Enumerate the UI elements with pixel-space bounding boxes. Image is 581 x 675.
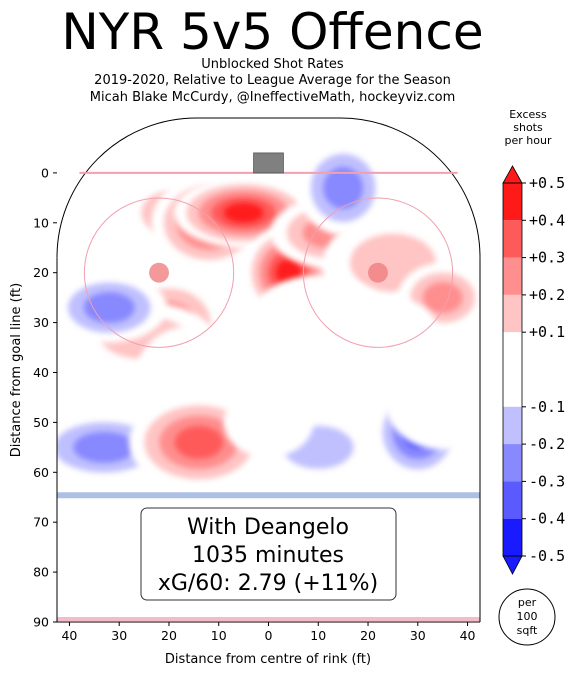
colorbar: -0.5 -0.4 -0.3 -0.2 -0.1 +0.1 +0.2 +0.3 +0.4 +0.5 <box>502 165 565 575</box>
colorbar-title-line: Excess <box>509 108 547 121</box>
x-axis-label: Distance from centre of rink (ft) <box>165 652 371 667</box>
chart-subtitle-line-2: 2019-2020, Relative to League Average fo… <box>94 73 451 88</box>
y-tick-label: 40 <box>33 365 49 380</box>
y-axis-label: Distance from goal line (ft) <box>9 283 24 457</box>
y-tick-label: 90 <box>33 615 49 630</box>
y-tick-label: 20 <box>33 265 49 280</box>
y-tick-label: 30 <box>33 315 49 330</box>
colorbar-tick-label: +0.4 <box>529 211 565 229</box>
heat-region <box>348 297 438 368</box>
x-tick-label: 40 <box>460 628 476 643</box>
unit-badge-line: 100 <box>517 610 538 623</box>
colorbar-tick-label: +0.2 <box>529 286 565 304</box>
x-tick-label: 10 <box>211 628 227 643</box>
heat-region-level <box>83 292 135 324</box>
colorbar-band <box>503 294 522 333</box>
rink-markings <box>56 117 481 622</box>
y-tick-label: 60 <box>33 465 49 480</box>
plot-axes: 40 30 20 10 0 10 20 30 40 0 10 20 30 40 50 60 70 80 90 <box>33 165 481 643</box>
colorbar-band <box>503 257 522 295</box>
colorbar-tick-label: -0.3 <box>529 472 565 490</box>
heat-region-level <box>136 325 252 420</box>
colorbar-band <box>503 220 522 258</box>
colorbar-band <box>503 183 522 221</box>
chart-subtitle-line-3: Micah Blake McCurdy, @IneffectiveMath, h… <box>89 90 456 105</box>
colorbar-frame <box>502 182 523 557</box>
colorbar-band <box>503 518 522 556</box>
colorbar-tick-label: -0.5 <box>529 547 565 565</box>
centre-line <box>57 617 480 622</box>
heatmap-regions <box>57 140 480 595</box>
heat-region-level <box>73 431 136 463</box>
y-tick-label: 10 <box>33 215 49 230</box>
heat-region <box>385 355 480 450</box>
colorbar-title-line: shots <box>513 121 543 134</box>
y-tick-label: 70 <box>33 515 49 530</box>
colorbar-tick-label: -0.1 <box>529 398 565 416</box>
blue-line <box>57 492 480 499</box>
heat-region-level <box>174 425 224 459</box>
colorbar-tick-label: +0.1 <box>529 323 565 341</box>
unit-badge-line: sqft <box>517 624 538 637</box>
chart-subtitle-line-1: Unblocked Shot Rates <box>201 57 344 72</box>
heat-region-level <box>223 387 314 458</box>
x-tick-label: 10 <box>310 628 326 643</box>
annotation-line: With Deangelo <box>187 515 349 540</box>
y-tick-label: 80 <box>33 565 49 580</box>
faceoff-circle <box>302 197 454 348</box>
colorbar-extend-top <box>502 165 523 184</box>
heat-region-level <box>385 355 480 450</box>
heat-region <box>59 499 150 595</box>
x-tick-label: 20 <box>360 628 376 643</box>
colorbar-band <box>503 332 522 407</box>
chart-title: NYR 5v5 Offence <box>61 3 484 61</box>
heat-region <box>136 325 252 420</box>
colorbar-band <box>503 444 522 482</box>
colorbar-tick-label: +0.3 <box>529 249 565 267</box>
unit-badge-line: per <box>518 596 537 609</box>
colorbar-tick-label: -0.4 <box>529 510 565 528</box>
annotation-line: 1035 minutes <box>192 543 344 568</box>
goal-net <box>253 152 284 174</box>
faceoff-circle <box>83 197 235 348</box>
heat-region-level <box>348 297 438 368</box>
x-tick-label: 40 <box>61 628 77 643</box>
colorbar-extend-bottom <box>502 555 523 575</box>
x-tick-label: 0 <box>265 628 273 643</box>
heat-region-level <box>59 499 150 595</box>
x-tick-label: 20 <box>161 628 177 643</box>
faceoff-dot <box>368 262 388 283</box>
heat-region-level <box>223 202 264 223</box>
y-tick-label: 0 <box>41 165 49 180</box>
heat-region <box>57 272 167 343</box>
x-tick-label: 30 <box>410 628 426 643</box>
colorbar-band <box>503 481 522 519</box>
colorbar-tick-label: +0.5 <box>529 174 565 192</box>
heat-region <box>298 140 388 236</box>
heat-region-level <box>323 166 364 209</box>
heat-region <box>223 387 314 458</box>
colorbar-band <box>503 406 522 445</box>
faceoff-dot <box>149 262 169 283</box>
unit-badge: per 100 sqft <box>498 588 556 646</box>
annotation-line: xG/60: 2.79 (+11%) <box>158 571 378 596</box>
colorbar-tick-label: -0.2 <box>529 435 565 453</box>
heat-region-level <box>422 282 463 314</box>
annotation-box: With Deangelo 1035 minutes xG/60: 2.79 (… <box>140 507 397 601</box>
colorbar-title-line: per hour <box>504 134 552 147</box>
x-tick-label: 30 <box>111 628 127 643</box>
rink-boards <box>56 117 481 258</box>
colorbar-title: Excess shots per hour <box>500 108 556 147</box>
y-tick-label: 50 <box>33 415 49 430</box>
